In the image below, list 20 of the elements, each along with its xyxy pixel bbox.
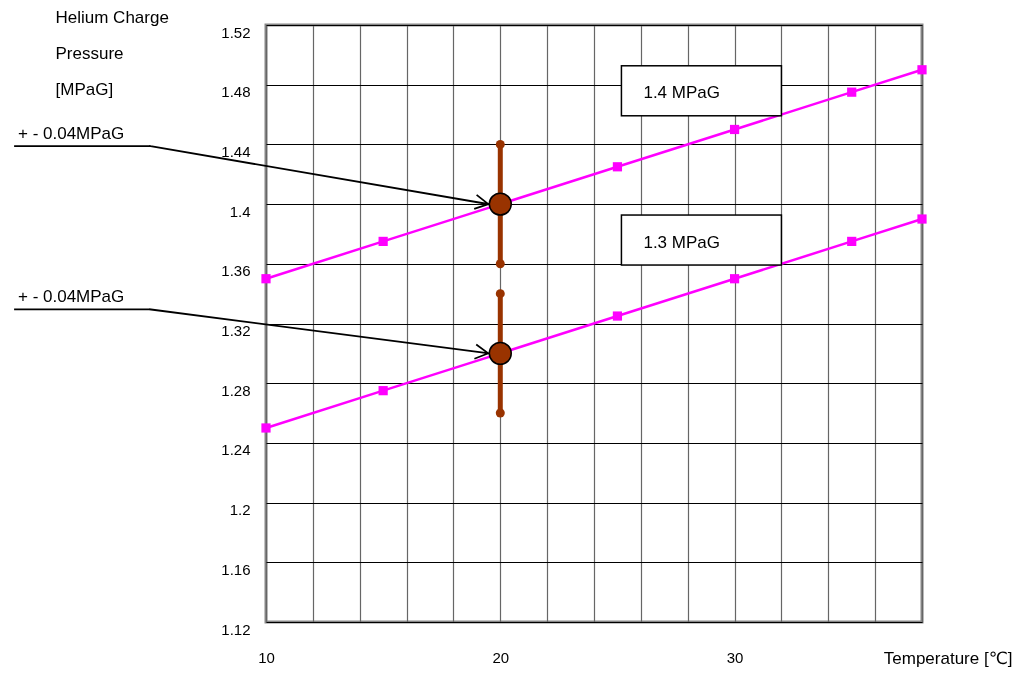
y-tick-label: 1.44	[221, 142, 251, 160]
y-tick-label: 1.48	[221, 83, 251, 101]
x-tick-label: 30	[726, 648, 744, 666]
y-tick-label: 1.2	[229, 501, 251, 519]
y-tick-label: 1.28	[221, 381, 251, 399]
series-label: 1.3 MPaG	[643, 232, 720, 252]
y-tick-label: 1.32	[221, 322, 251, 339]
y-tick-label: 1.16	[221, 560, 251, 578]
x-axis-title: Temperature [℃]	[883, 648, 1013, 668]
text: + - 0.04MPaG	[18, 287, 125, 307]
series-label: 1.4 MPaG	[643, 83, 720, 103]
y-tick-label: 1.36	[221, 262, 251, 280]
y-axis-title: Helium Charge Pressure [MPaG]	[55, 7, 169, 99]
text: + - 0.04MPaG	[18, 124, 125, 144]
y-tick-label: 1.52	[221, 23, 251, 41]
x-tick-label: 10	[258, 648, 275, 666]
y-tick-label: 1.4	[229, 202, 251, 220]
x-tick-label: 20	[492, 648, 510, 666]
y-tick-label: 1.24	[221, 441, 251, 459]
y-tick-label: 1.12	[221, 620, 251, 638]
